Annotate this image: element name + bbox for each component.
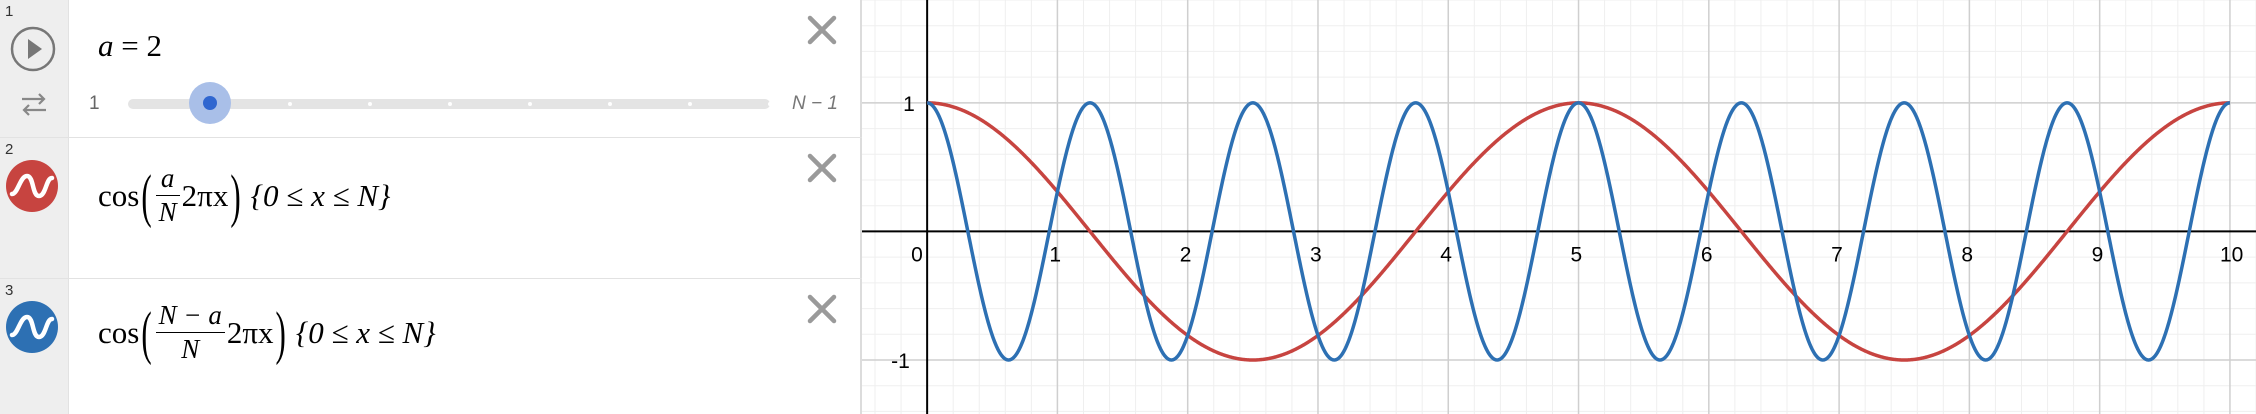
slider-tick-dot (528, 102, 532, 106)
expression-latex[interactable]: cos(N − a N 2πx) {0 ≤ x ≤ N} (98, 301, 436, 364)
domain-restriction: {0 ≤ x ≤ N} (295, 314, 436, 350)
x-tick-label: 5 (1571, 243, 1583, 266)
factor: 2πx (181, 177, 229, 213)
slider-tick-dot (688, 102, 692, 106)
equals-sign: = (121, 28, 147, 63)
expression-row-1[interactable]: 1 a = 2 1 N − 1 (0, 0, 862, 138)
expression-number: 1 (5, 3, 14, 20)
domain-restriction: {0 ≤ x ≤ N} (250, 177, 391, 213)
paren-open: ( (141, 162, 152, 229)
expression-row-2[interactable]: 2 cos(a N 2πx) {0 ≤ x ≤ N} (0, 138, 862, 279)
slider-min-label: 1 (89, 93, 100, 114)
y-tick-label: -1 (891, 350, 910, 373)
expression-list: 1 a = 2 1 N − 1 2 (0, 0, 862, 414)
wave-icon[interactable] (6, 301, 58, 353)
x-tick-label: 9 (2092, 243, 2104, 266)
paren-open: ( (141, 299, 152, 366)
expression-gutter: 1 (0, 0, 69, 137)
expression-number: 3 (5, 282, 14, 299)
fraction-denominator: N (158, 197, 177, 228)
expression-row-3[interactable]: 3 cos(N − a N 2πx) {0 ≤ x ≤ N} (0, 279, 862, 414)
function-name: cos (98, 177, 140, 213)
expression-number: 2 (5, 141, 14, 158)
slider-tick-dot (448, 102, 452, 106)
x-tick-label: 2 (1180, 243, 1192, 266)
paren-close: ) (275, 299, 286, 366)
expression-latex[interactable]: cos(a N 2πx) {0 ≤ x ≤ N} (98, 164, 390, 227)
x-tick-label: 0 (911, 243, 923, 266)
wave-icon[interactable] (6, 160, 58, 212)
close-icon[interactable] (804, 291, 840, 327)
factor: 2πx (226, 314, 274, 350)
y-tick-label: 1 (903, 93, 915, 116)
graph-paper[interactable]: 0 1 2 3 4 5 6 7 8 9 10 1 -1 (862, 0, 2256, 414)
close-icon[interactable] (804, 12, 840, 48)
paren-close: ) (230, 162, 241, 229)
x-tick-label: 3 (1310, 243, 1322, 266)
slider-max-label: N − 1 (792, 93, 838, 114)
x-tick-label: 6 (1701, 243, 1713, 266)
fraction-denominator: N (181, 334, 200, 365)
function-name: cos (98, 314, 140, 350)
x-tick-label: 8 (1961, 243, 1973, 266)
slider-tick-dot (768, 102, 772, 106)
variable-a: a (98, 28, 114, 63)
axes (862, 0, 2256, 414)
x-tick-label: 7 (1831, 243, 1843, 266)
fraction-numerator: N − a (155, 301, 225, 334)
x-tick-label: 4 (1440, 243, 1452, 266)
slider-tick-dot (608, 102, 612, 106)
tick-labels: 0 1 2 3 4 5 6 7 8 9 10 1 -1 (891, 93, 2243, 373)
close-icon[interactable] (804, 150, 840, 186)
x-tick-label: 10 (2220, 243, 2243, 266)
expression-gutter: 2 (0, 138, 69, 278)
fraction-numerator: a (155, 164, 180, 197)
slider-value: 2 (146, 28, 162, 63)
slider-tick-dot (288, 102, 292, 106)
loop-icon[interactable] (18, 90, 50, 118)
slider-tick-dot (368, 102, 372, 106)
play-icon[interactable] (8, 24, 58, 74)
x-tick-label: 1 (1049, 243, 1061, 266)
curve-series (926, 101, 2231, 362)
expression-gutter: 3 (0, 279, 69, 414)
slider-equation[interactable]: a = 2 (98, 28, 162, 64)
slider-handle[interactable] (203, 96, 217, 110)
curves (926, 101, 2231, 362)
